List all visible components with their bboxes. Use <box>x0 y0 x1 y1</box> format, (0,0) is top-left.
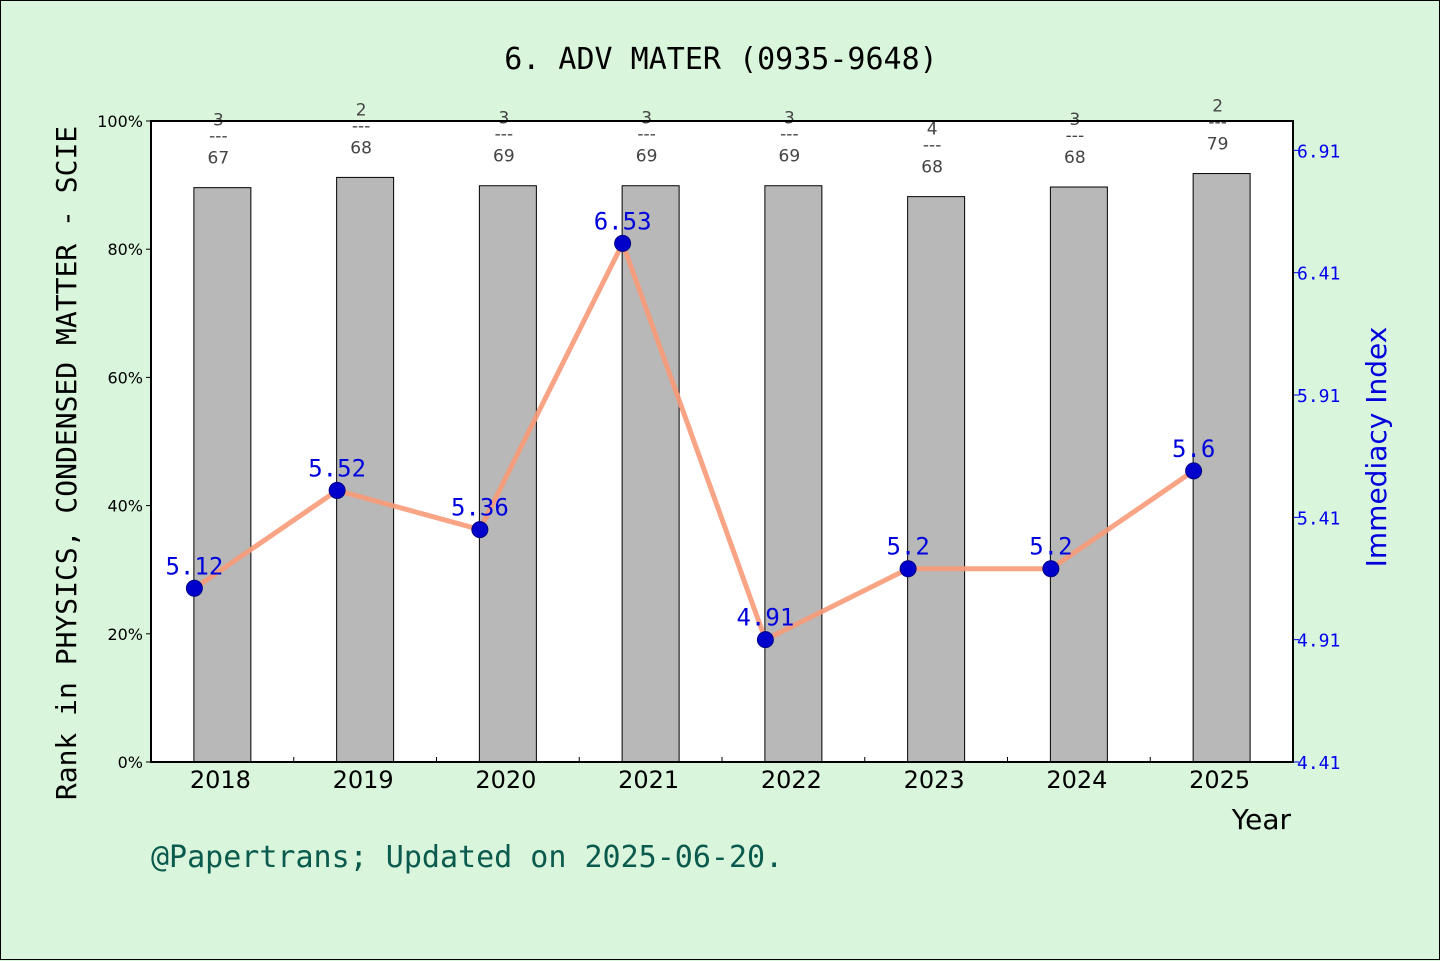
rank-number: 3 <box>784 109 795 129</box>
immediacy-value-label: 5.2 <box>1029 533 1072 561</box>
immediacy-point <box>756 631 774 649</box>
y-tick-label: 80% <box>107 240 143 259</box>
x-axis-label: Year <box>1231 803 1292 836</box>
immediacy-point <box>328 481 346 499</box>
immediacy-value-label: 5.2 <box>886 533 929 561</box>
rank-separator: --- <box>923 136 941 156</box>
rank-total: 68 <box>1064 148 1086 168</box>
y2-axis-ticks: 4.41 4.91 5.41 5.91 6.41 6.91 <box>1293 141 1340 774</box>
y-tick-label: 40% <box>107 497 143 516</box>
immediacy-line <box>192 240 1196 643</box>
bar <box>336 176 395 763</box>
rank-total: 67 <box>208 149 230 169</box>
x-tick-label: 2019 <box>333 766 394 794</box>
rank-separator: --- <box>209 127 227 147</box>
rank-total: 79 <box>1207 135 1229 155</box>
rank-number: 2 <box>356 100 367 120</box>
y-tick-label: 60% <box>107 368 143 387</box>
immediacy-value-label: 5.52 <box>308 454 366 482</box>
rank-total: 69 <box>779 147 801 167</box>
immediacy-series: 5.12 5.52 5.36 6.53 4.91 5.2 5.2 5.6 <box>165 207 1215 649</box>
y2-tick-label: 4.41 <box>1297 753 1340 774</box>
immediacy-point <box>899 560 917 578</box>
footer-note: @Papertrans; Updated on 2025-06-20. <box>151 840 783 875</box>
plot-area <box>151 121 1293 762</box>
rank-number: 4 <box>927 120 938 140</box>
immediacy-point <box>471 521 489 539</box>
rank-separator: --- <box>495 125 513 145</box>
y-tick-label: 20% <box>107 625 143 644</box>
y2-tick-label: 6.91 <box>1297 141 1340 162</box>
bar <box>193 187 252 763</box>
x-tick-label: 2022 <box>761 766 822 794</box>
x-tick-label: 2025 <box>1189 766 1250 794</box>
x-axis-ticks: 2018 2019 2020 2021 2022 2023 2024 2025 <box>190 757 1250 794</box>
bar <box>1049 186 1108 763</box>
rank-separator: --- <box>352 116 370 136</box>
immediacy-point <box>1185 462 1203 480</box>
immediacy-value-label: 5.6 <box>1172 435 1215 463</box>
rank-number: 2 <box>1212 97 1223 117</box>
rank-separator: --- <box>780 125 798 145</box>
x-tick-label: 2023 <box>904 766 965 794</box>
y2-tick-label: 5.91 <box>1297 386 1340 407</box>
rank-total: 69 <box>636 147 658 167</box>
immediacy-value-label: 4.91 <box>736 604 794 632</box>
bar <box>621 185 680 763</box>
bar <box>1192 173 1251 763</box>
rank-number: 3 <box>498 109 509 129</box>
x-tick-label: 2024 <box>1046 766 1107 794</box>
immediacy-point <box>614 234 632 252</box>
rank-total: 69 <box>493 147 515 167</box>
bar <box>478 185 537 763</box>
immediacy-value-label: 5.12 <box>165 552 223 580</box>
y2-axis-label: Immediacy Index <box>1360 327 1393 568</box>
immediacy-point <box>185 579 203 597</box>
rank-separator: --- <box>1066 126 1084 146</box>
bar <box>907 196 966 763</box>
rank-number: 3 <box>641 109 652 129</box>
rank-separator: --- <box>1208 113 1226 133</box>
rank-total: 68 <box>921 158 943 178</box>
y-axis-label: Rank in PHYSICS, CONDENSED MATTER - SCIE <box>50 126 83 800</box>
y2-tick-label: 6.41 <box>1297 264 1340 285</box>
rank-total: 68 <box>350 138 372 158</box>
immediacy-point <box>1042 560 1060 578</box>
rank-separator: --- <box>637 125 655 145</box>
y-axis-ticks: 0% 20% 40% 60% 80% 100% <box>97 112 151 772</box>
x-tick-label: 2018 <box>190 766 251 794</box>
immediacy-value-label: 5.36 <box>451 494 509 522</box>
y-tick-label: 100% <box>97 112 143 131</box>
y2-tick-label: 5.41 <box>1297 508 1340 529</box>
plot-border <box>150 120 1294 763</box>
bar <box>764 185 823 763</box>
immediacy-value-label: 6.53 <box>594 207 652 235</box>
chart-title: 6. ADV MATER (0935-9648) <box>504 42 937 77</box>
y2-tick-label: 4.91 <box>1297 631 1340 652</box>
x-tick-label: 2020 <box>475 766 536 794</box>
y-tick-label: 0% <box>118 753 143 772</box>
bar-series <box>193 173 1251 763</box>
x-tick-label: 2021 <box>618 766 679 794</box>
